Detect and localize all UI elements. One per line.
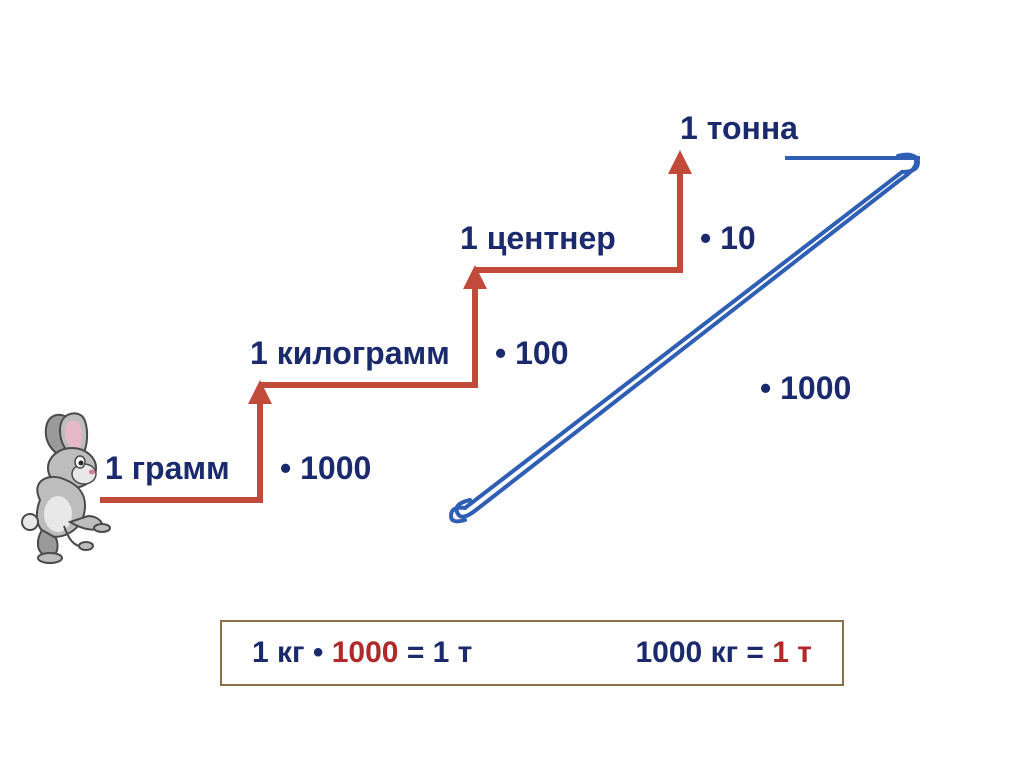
formula-left: 1 кг • 1000 = 1 т bbox=[252, 636, 472, 670]
rabbit-svg bbox=[10, 410, 130, 570]
unit-centner: 1 центнер bbox=[460, 220, 616, 257]
mult-kilogram: • 100 bbox=[495, 335, 568, 372]
mult-gram: • 1000 bbox=[280, 450, 371, 487]
unit-kilogram: 1 килограмм bbox=[250, 335, 450, 372]
formula-left-a: 1 кг • bbox=[252, 636, 323, 669]
formula-left-b: 1000 bbox=[332, 636, 399, 669]
formula-left-c: = 1 т bbox=[407, 636, 473, 669]
arrow-head-3 bbox=[668, 150, 692, 174]
mult-centner: • 10 bbox=[700, 220, 756, 257]
formula-right: 1000 кг = 1 т bbox=[636, 636, 813, 670]
formula-box: 1 кг • 1000 = 1 т 1000 кг = 1 т bbox=[220, 620, 844, 686]
formula-right-a: 1000 кг = bbox=[636, 636, 764, 669]
unit-tonne: 1 тонна bbox=[680, 110, 798, 147]
mult-diag: • 1000 bbox=[760, 370, 851, 407]
diagram-stage: 1 грамм • 1000 1 килограмм • 100 1 центн… bbox=[0, 0, 1024, 767]
rabbit-icon bbox=[10, 410, 130, 575]
formula-right-b: 1 т bbox=[772, 636, 812, 669]
